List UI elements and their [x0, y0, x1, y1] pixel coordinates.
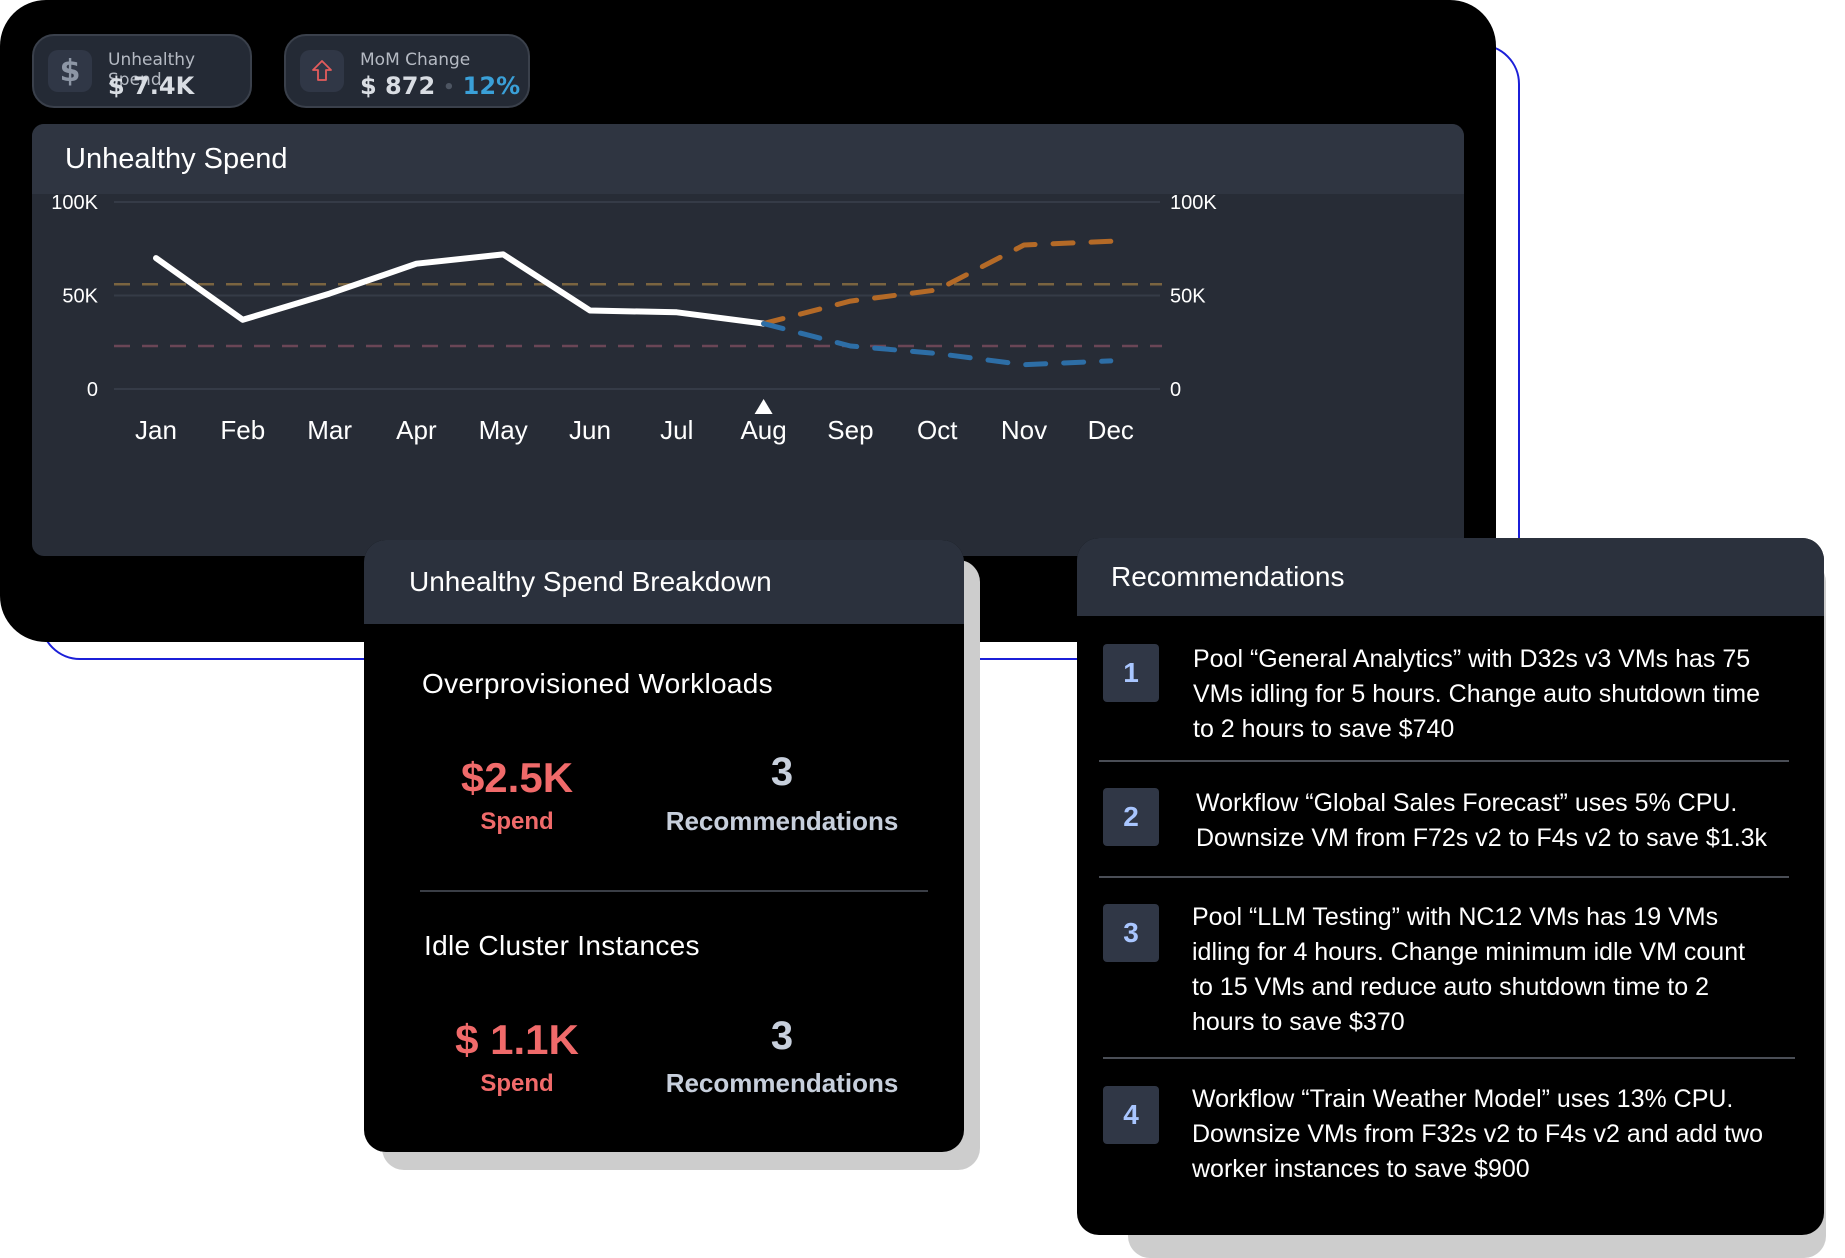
rec-line: Pool “General Analytics” with D32s v3 VM… [1193, 645, 1751, 673]
x-tick-label: Sep [827, 415, 873, 445]
rec-item-3[interactable]: Pool “LLM Testing” with NC12 VMs has 19 … [1192, 900, 1745, 1040]
y-tick-label-left: 50K [62, 286, 98, 308]
y-tick-label-right: 50K [1170, 286, 1206, 308]
spend-label: Spend [480, 1070, 554, 1097]
kpi-value: $ 7.4K [108, 72, 195, 100]
x-tick-label: Mar [307, 415, 352, 445]
series-line-1 [761, 238, 1114, 327]
rec-number: 3 [1103, 904, 1159, 962]
kpi-value: $ 872 • 12% [360, 72, 520, 100]
x-tick-label: Oct [917, 415, 958, 445]
rec-item-4[interactable]: Workflow “Train Weather Model” uses 13% … [1192, 1082, 1763, 1187]
y-tick-label-left: 100K [51, 192, 98, 214]
rec-number: 4 [1103, 1086, 1159, 1144]
series-line-2 [761, 321, 1114, 368]
dashboard-panel: $ Unhealthy Spend $ 7.4K MoM Change $ 87… [0, 0, 1496, 642]
svg-text:$: $ [60, 55, 81, 87]
kpi-percent: 12% [462, 72, 521, 100]
x-tick-label: Jan [135, 415, 177, 445]
spend-label: Spend [480, 808, 554, 835]
recommendations-card: Recommendations 1 Pool “General Analytic… [1077, 538, 1824, 1235]
chart-title: Unhealthy Spend [32, 124, 1464, 194]
kpi-label: MoM Change [360, 50, 471, 70]
y-tick-label-left: 0 [87, 379, 98, 401]
rec-number: 2 [1103, 788, 1159, 846]
spend-chart: 100K 50K 0 100K 50K 0 Jan Feb Mar Apr May Jun Jul Au… [51, 192, 1217, 445]
kpi-amount: $ 872 [360, 72, 436, 100]
rec-line: worker instances to save $900 [1192, 1155, 1530, 1183]
spend-value[interactable]: $ 1.1K [455, 1016, 579, 1063]
recommendations-label: Recommendations [665, 806, 899, 836]
kpi-label: Unhealthy Spend [108, 50, 196, 90]
breakdown-card: Unhealthy Spend Breakdown Overprovisione… [364, 540, 964, 1152]
x-tick-label: Jul [660, 415, 693, 445]
rec-line: to 2 hours to save $740 [1193, 715, 1455, 743]
recommendations-count[interactable]: 3 [770, 1014, 794, 1058]
spend-chart-card: Unhealthy Spend 100K 50K 0 100K 50K 0 Jan Feb M… [32, 124, 1464, 556]
rec-line: to 15 VMs and reduce auto shutdown time … [1192, 973, 1709, 1001]
arrow-up-icon [300, 50, 344, 92]
y-tick-label-right: 0 [1170, 379, 1181, 401]
rec-line: Pool “LLM Testing” with NC12 VMs has 19 … [1192, 903, 1719, 931]
rec-line: Downsize VMs from F32s v2 to F4s v2 and … [1192, 1120, 1764, 1148]
x-tick-label: Feb [220, 415, 265, 445]
rec-divider [1099, 876, 1789, 878]
rec-divider [1103, 1057, 1795, 1059]
rec-line: idling for 4 hours. Change minimum idle … [1192, 938, 1746, 966]
recommendations-count[interactable]: 3 [770, 750, 794, 794]
rec-number: 1 [1103, 644, 1159, 702]
rec-line: hours to save $370 [1192, 1008, 1405, 1036]
section-title-overprovisioned: Overprovisioned Workloads [422, 668, 773, 699]
x-tick-label: Nov [1001, 415, 1047, 445]
y-tick-label-right: 100K [1170, 192, 1217, 214]
x-tick-label: Jun [569, 415, 611, 445]
kpi-unhealthy-spend[interactable]: $ Unhealthy Spend $ 7.4K [32, 34, 252, 108]
rec-line: VMs idling for 5 hours. Change auto shut… [1193, 680, 1760, 708]
x-tick-label: Aug [740, 415, 786, 445]
series-line-0 [153, 251, 767, 327]
current-month-marker-icon [754, 399, 773, 414]
rec-line: Downsize VM from F72s v2 to F4s v2 to sa… [1196, 824, 1768, 852]
rec-line: Workflow “Train Weather Model” uses 13% … [1192, 1085, 1734, 1113]
section-title-idle-cluster: Idle Cluster Instances [424, 930, 700, 961]
recommendations-label: Recommendations [665, 1068, 899, 1098]
recommendations-title: Recommendations [1077, 538, 1824, 616]
section-divider [420, 890, 928, 892]
separator-dot: • [443, 76, 455, 98]
spend-value[interactable]: $2.5K [460, 754, 574, 801]
x-tick-label: Apr [396, 415, 437, 445]
rec-item-2[interactable]: Workflow “Global Sales Forecast” uses 5%… [1196, 786, 1767, 856]
rec-divider [1099, 760, 1789, 762]
breakdown-title: Unhealthy Spend Breakdown [364, 540, 964, 624]
kpi-mom-change[interactable]: MoM Change $ 872 • 12% [284, 34, 530, 108]
rec-line: Workflow “Global Sales Forecast” uses 5%… [1196, 789, 1738, 817]
x-tick-label: Dec [1088, 415, 1134, 445]
x-tick-label: May [479, 415, 528, 445]
dollar-icon: $ [48, 50, 92, 92]
rec-item-1[interactable]: Pool “General Analytics” with D32s v3 VM… [1193, 642, 1760, 747]
